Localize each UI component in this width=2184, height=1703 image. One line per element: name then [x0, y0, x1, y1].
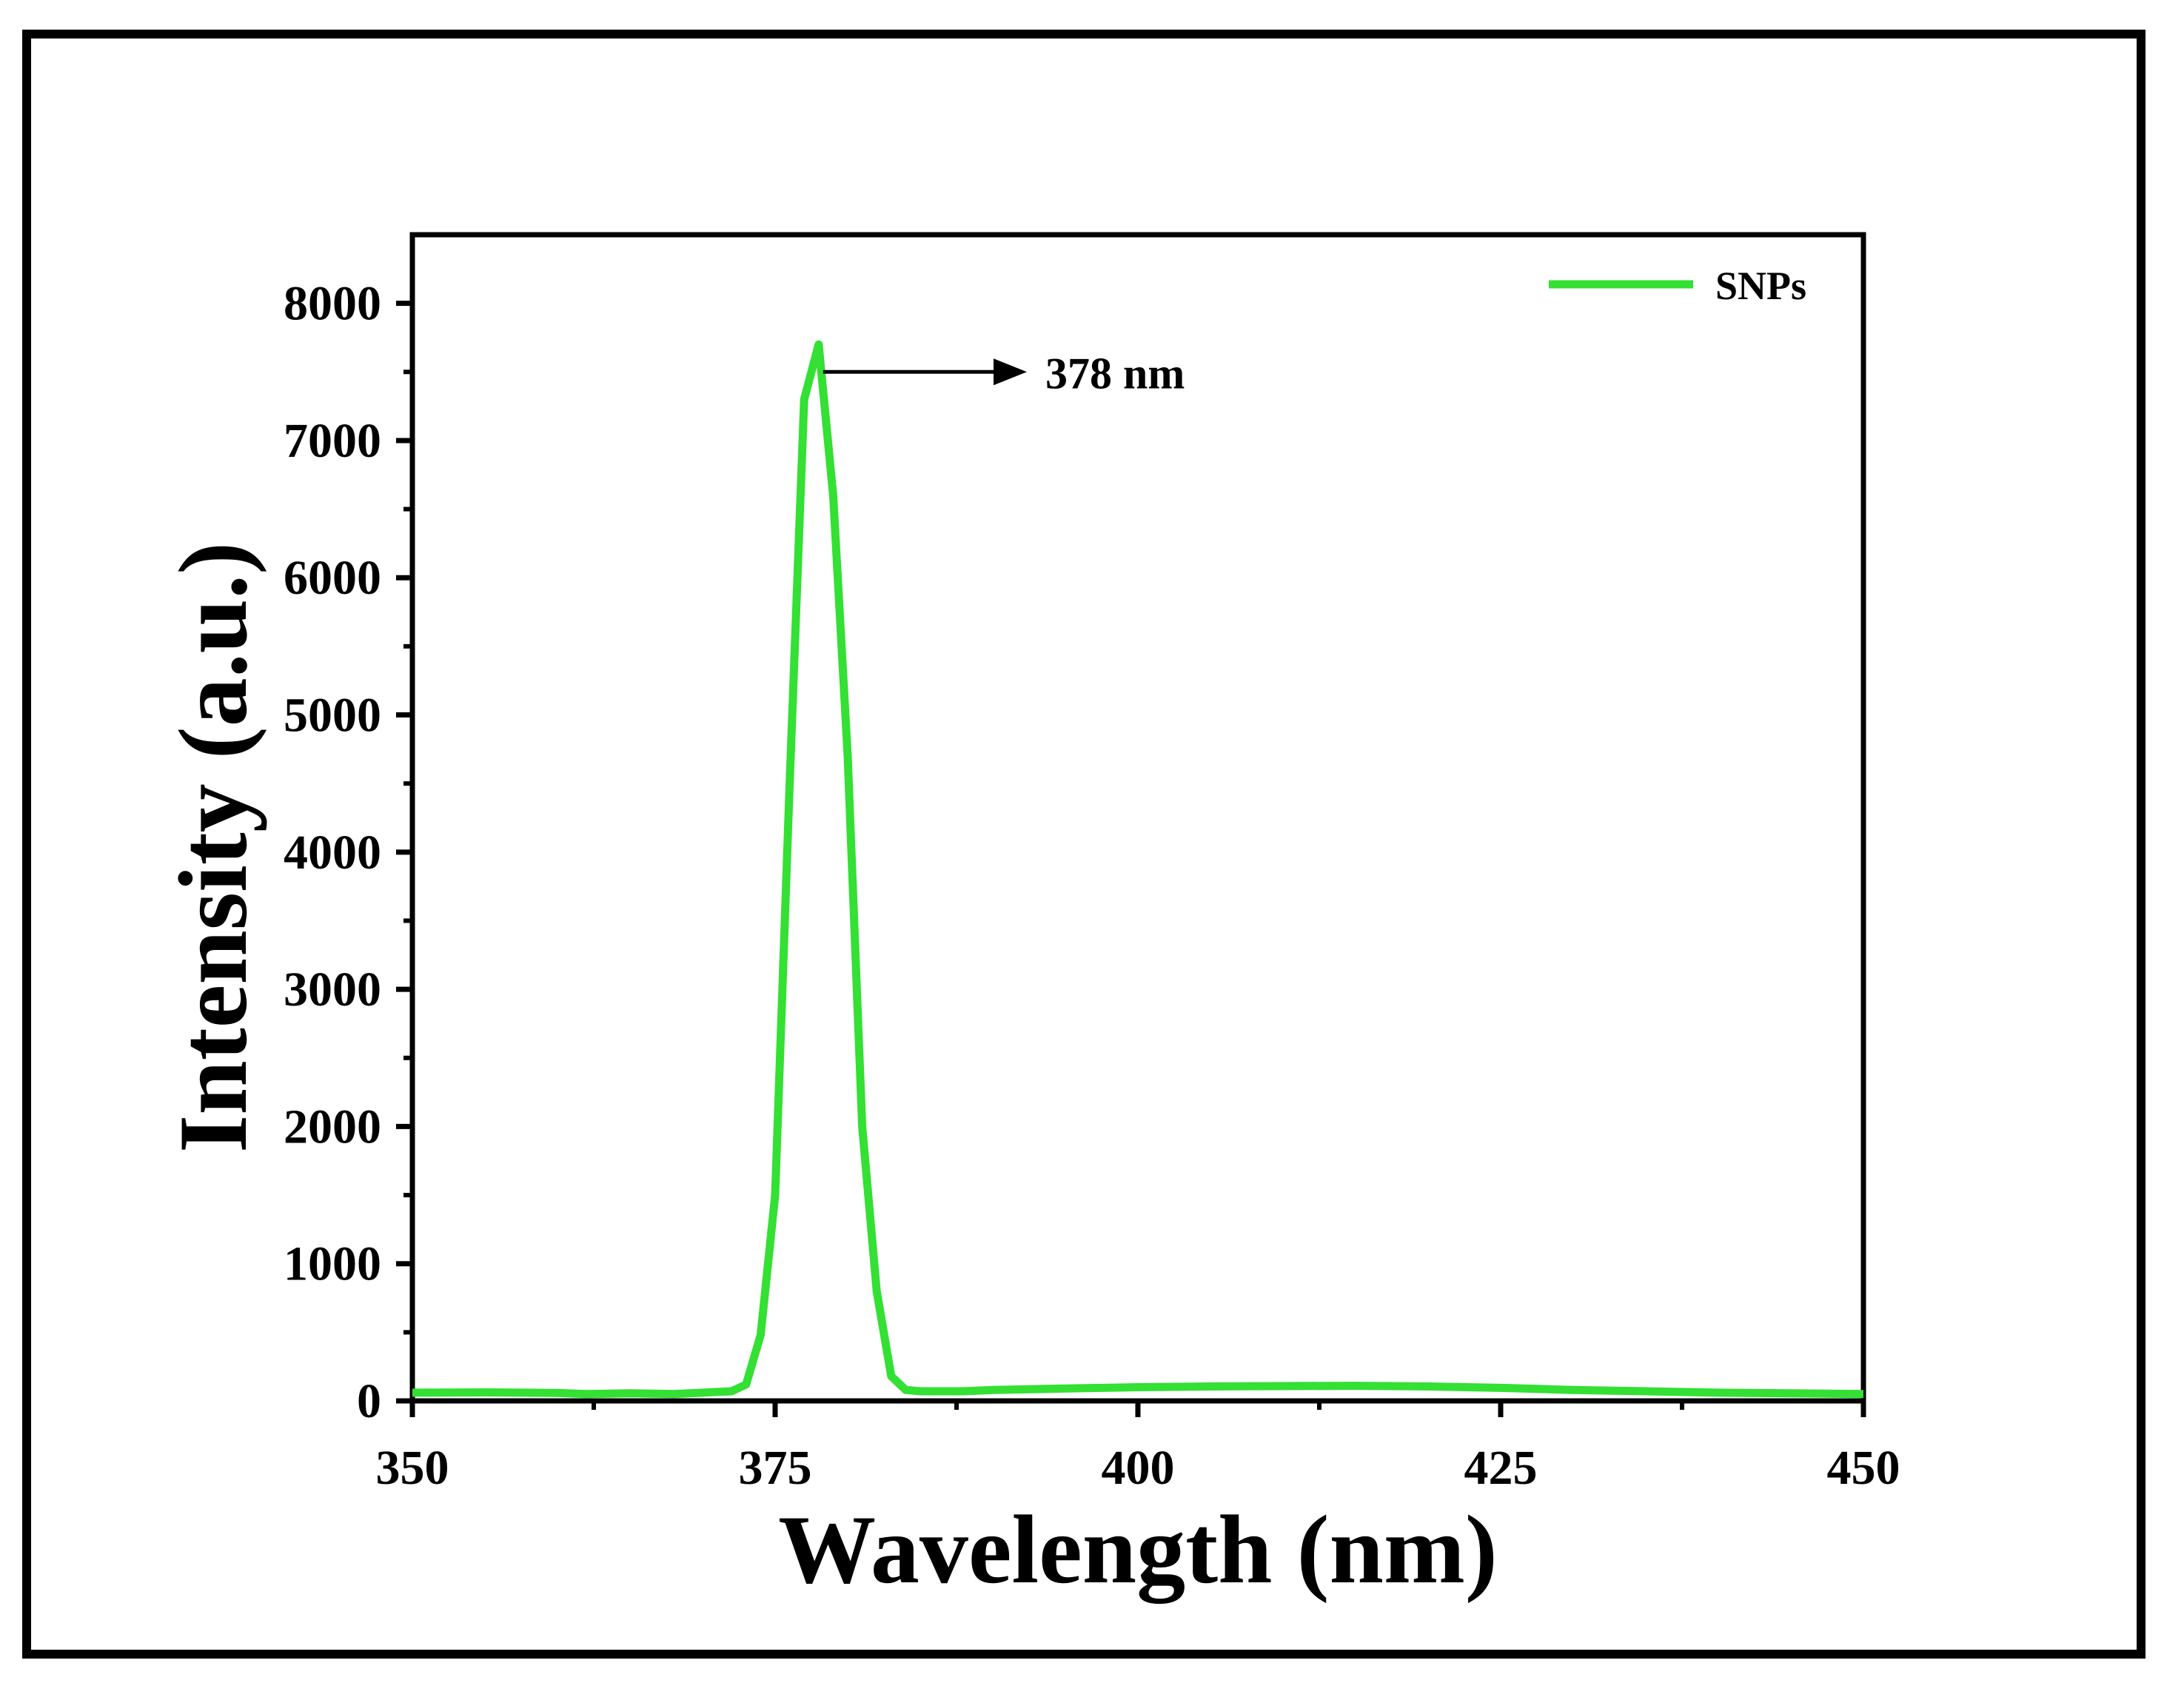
y-tick-label: 7000: [284, 414, 381, 468]
figure-frame: 350 375 400 425 450 0 1000 2000 3000 4000 5000 6000…: [22, 30, 2146, 1659]
annotation-arrowhead: [994, 358, 1027, 386]
x-axis-title: Wavelength (nm): [778, 1495, 1498, 1604]
x-tick-label: 425: [1464, 1441, 1538, 1495]
y-tick-label: 2000: [284, 1100, 381, 1154]
y-axis-title: Intensity (a.u.): [158, 542, 267, 1153]
x-tick-label: 400: [1102, 1441, 1175, 1495]
plot-border: [409, 232, 1866, 1404]
x-tick-label: 350: [376, 1441, 449, 1495]
legend-label-snps: SNPs: [1715, 264, 1806, 308]
y-tick-label: 3000: [284, 963, 381, 1017]
y-tick-label: 0: [357, 1374, 381, 1428]
y-tick-label: 5000: [284, 689, 381, 743]
series-layer: [412, 340, 1864, 1399]
x-tick-label: 375: [739, 1441, 812, 1495]
annotation-label: 378 nm: [1045, 349, 1185, 398]
axes-layer: 350 375 400 425 450 0 1000 2000 3000 4000 5000 6000…: [284, 277, 1900, 1495]
plot-area: [409, 232, 1866, 1404]
chart: 350 375 400 425 450 0 1000 2000 3000 4000 5000 6000…: [158, 232, 1900, 1604]
y-tick-label: 8000: [284, 277, 381, 331]
series-line-snps: [412, 340, 1864, 1399]
y-tick-label: 1000: [284, 1237, 381, 1291]
annotation: 378 nm: [823, 349, 1185, 398]
y-tick-label: 4000: [284, 826, 381, 880]
legend: SNPs: [1549, 264, 1806, 308]
y-tick-label: 6000: [284, 551, 381, 605]
x-tick-label: 450: [1827, 1441, 1900, 1495]
